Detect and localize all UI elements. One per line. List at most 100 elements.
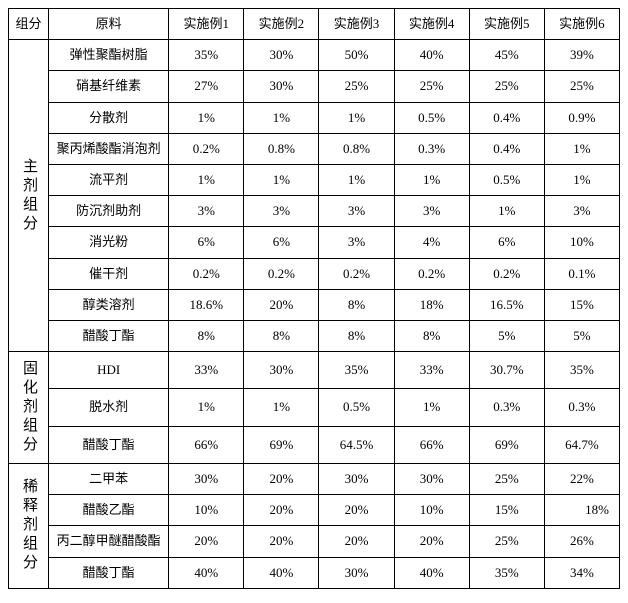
material-cell: 流平剂 xyxy=(49,164,169,195)
header-example: 实施例2 xyxy=(244,9,319,40)
value-cell: 25% xyxy=(394,71,469,102)
value-cell: 30% xyxy=(319,464,394,495)
value-cell: 0.5% xyxy=(319,389,394,426)
value-cell: 1% xyxy=(319,164,394,195)
value-cell: 25% xyxy=(469,464,544,495)
value-cell: 18.6% xyxy=(169,289,244,320)
value-cell: 25% xyxy=(319,71,394,102)
table-row: 醋酸乙酯10%20%20%10%15%18% xyxy=(9,495,620,526)
value-cell: 3% xyxy=(544,196,619,227)
material-cell: 二甲苯 xyxy=(49,464,169,495)
value-cell: 15% xyxy=(469,495,544,526)
value-cell: 1% xyxy=(244,164,319,195)
value-cell: 1% xyxy=(319,102,394,133)
value-cell: 25% xyxy=(544,71,619,102)
value-cell: 8% xyxy=(319,320,394,351)
value-cell: 0.2% xyxy=(169,133,244,164)
value-cell: 64.7% xyxy=(544,426,619,463)
value-cell: 30% xyxy=(244,352,319,389)
table-row: 固化剂组分HDI33%30%35%33%30.7%35% xyxy=(9,352,620,389)
table-row: 催干剂0.2%0.2%0.2%0.2%0.2%0.1% xyxy=(9,258,620,289)
header-example: 实施例5 xyxy=(469,9,544,40)
table-row: 醇类溶剂18.6%20%8%18%16.5%15% xyxy=(9,289,620,320)
value-cell: 66% xyxy=(169,426,244,463)
value-cell: 1% xyxy=(169,389,244,426)
table-row: 脱水剂1%1%0.5%1%0.3%0.3% xyxy=(9,389,620,426)
value-cell: 33% xyxy=(394,352,469,389)
value-cell: 66% xyxy=(394,426,469,463)
value-cell: 0.5% xyxy=(394,102,469,133)
value-cell: 30% xyxy=(319,557,394,588)
value-cell: 0.3% xyxy=(394,133,469,164)
material-cell: 防沉剂助剂 xyxy=(49,196,169,227)
table-row: 硝基纤维素27%30%25%25%25%25% xyxy=(9,71,620,102)
value-cell: 0.2% xyxy=(469,258,544,289)
value-cell: 8% xyxy=(394,320,469,351)
header-example: 实施例4 xyxy=(394,9,469,40)
value-cell: 35% xyxy=(469,557,544,588)
material-cell: 醋酸丁酯 xyxy=(49,557,169,588)
material-cell: 分散剂 xyxy=(49,102,169,133)
value-cell: 18% xyxy=(394,289,469,320)
value-cell: 45% xyxy=(469,40,544,71)
value-cell: 1% xyxy=(544,164,619,195)
value-cell: 1% xyxy=(544,133,619,164)
material-cell: 硝基纤维素 xyxy=(49,71,169,102)
value-cell: 0.8% xyxy=(319,133,394,164)
table-row: 醋酸丁酯40%40%30%40%35%34% xyxy=(9,557,620,588)
value-cell: 0.8% xyxy=(244,133,319,164)
value-cell: 0.3% xyxy=(469,389,544,426)
value-cell: 35% xyxy=(169,40,244,71)
material-cell: HDI xyxy=(49,352,169,389)
table-header-row: 组分原料实施例1实施例2实施例3实施例4实施例5实施例6 xyxy=(9,9,620,40)
value-cell: 20% xyxy=(319,526,394,557)
value-cell: 0.5% xyxy=(469,164,544,195)
table-row: 消光粉6%6%3%4%6%10% xyxy=(9,227,620,258)
value-cell: 3% xyxy=(394,196,469,227)
value-cell: 40% xyxy=(394,40,469,71)
value-cell: 20% xyxy=(319,495,394,526)
header-material: 原料 xyxy=(49,9,169,40)
value-cell: 26% xyxy=(544,526,619,557)
value-cell: 8% xyxy=(319,289,394,320)
value-cell: 1% xyxy=(169,102,244,133)
value-cell: 0.2% xyxy=(319,258,394,289)
material-cell: 脱水剂 xyxy=(49,389,169,426)
material-cell: 醋酸乙酯 xyxy=(49,495,169,526)
value-cell: 30% xyxy=(169,464,244,495)
value-cell: 0.2% xyxy=(169,258,244,289)
value-cell: 1% xyxy=(469,196,544,227)
value-cell: 40% xyxy=(244,557,319,588)
value-cell: 22% xyxy=(544,464,619,495)
table-row: 防沉剂助剂3%3%3%3%1%3% xyxy=(9,196,620,227)
value-cell: 5% xyxy=(544,320,619,351)
value-cell: 20% xyxy=(244,526,319,557)
value-cell: 3% xyxy=(169,196,244,227)
value-cell: 0.3% xyxy=(544,389,619,426)
value-cell: 6% xyxy=(469,227,544,258)
table-row: 分散剂1%1%1%0.5%0.4%0.9% xyxy=(9,102,620,133)
material-cell: 醇类溶剂 xyxy=(49,289,169,320)
header-example: 实施例3 xyxy=(319,9,394,40)
value-cell: 18% xyxy=(544,495,619,526)
value-cell: 3% xyxy=(319,196,394,227)
value-cell: 5% xyxy=(469,320,544,351)
value-cell: 1% xyxy=(169,164,244,195)
table-row: 主剂组分弹性聚酯树脂35%30%50%40%45%39% xyxy=(9,40,620,71)
value-cell: 64.5% xyxy=(319,426,394,463)
value-cell: 27% xyxy=(169,71,244,102)
value-cell: 25% xyxy=(469,71,544,102)
value-cell: 1% xyxy=(394,164,469,195)
table-row: 稀释剂组分二甲苯30%20%30%30%25%22% xyxy=(9,464,620,495)
value-cell: 6% xyxy=(244,227,319,258)
value-cell: 4% xyxy=(394,227,469,258)
value-cell: 0.9% xyxy=(544,102,619,133)
value-cell: 35% xyxy=(544,352,619,389)
value-cell: 69% xyxy=(244,426,319,463)
table-row: 丙二醇甲醚醋酸酯20%20%20%20%25%26% xyxy=(9,526,620,557)
value-cell: 34% xyxy=(544,557,619,588)
value-cell: 15% xyxy=(544,289,619,320)
value-cell: 20% xyxy=(169,526,244,557)
value-cell: 6% xyxy=(169,227,244,258)
value-cell: 1% xyxy=(244,389,319,426)
